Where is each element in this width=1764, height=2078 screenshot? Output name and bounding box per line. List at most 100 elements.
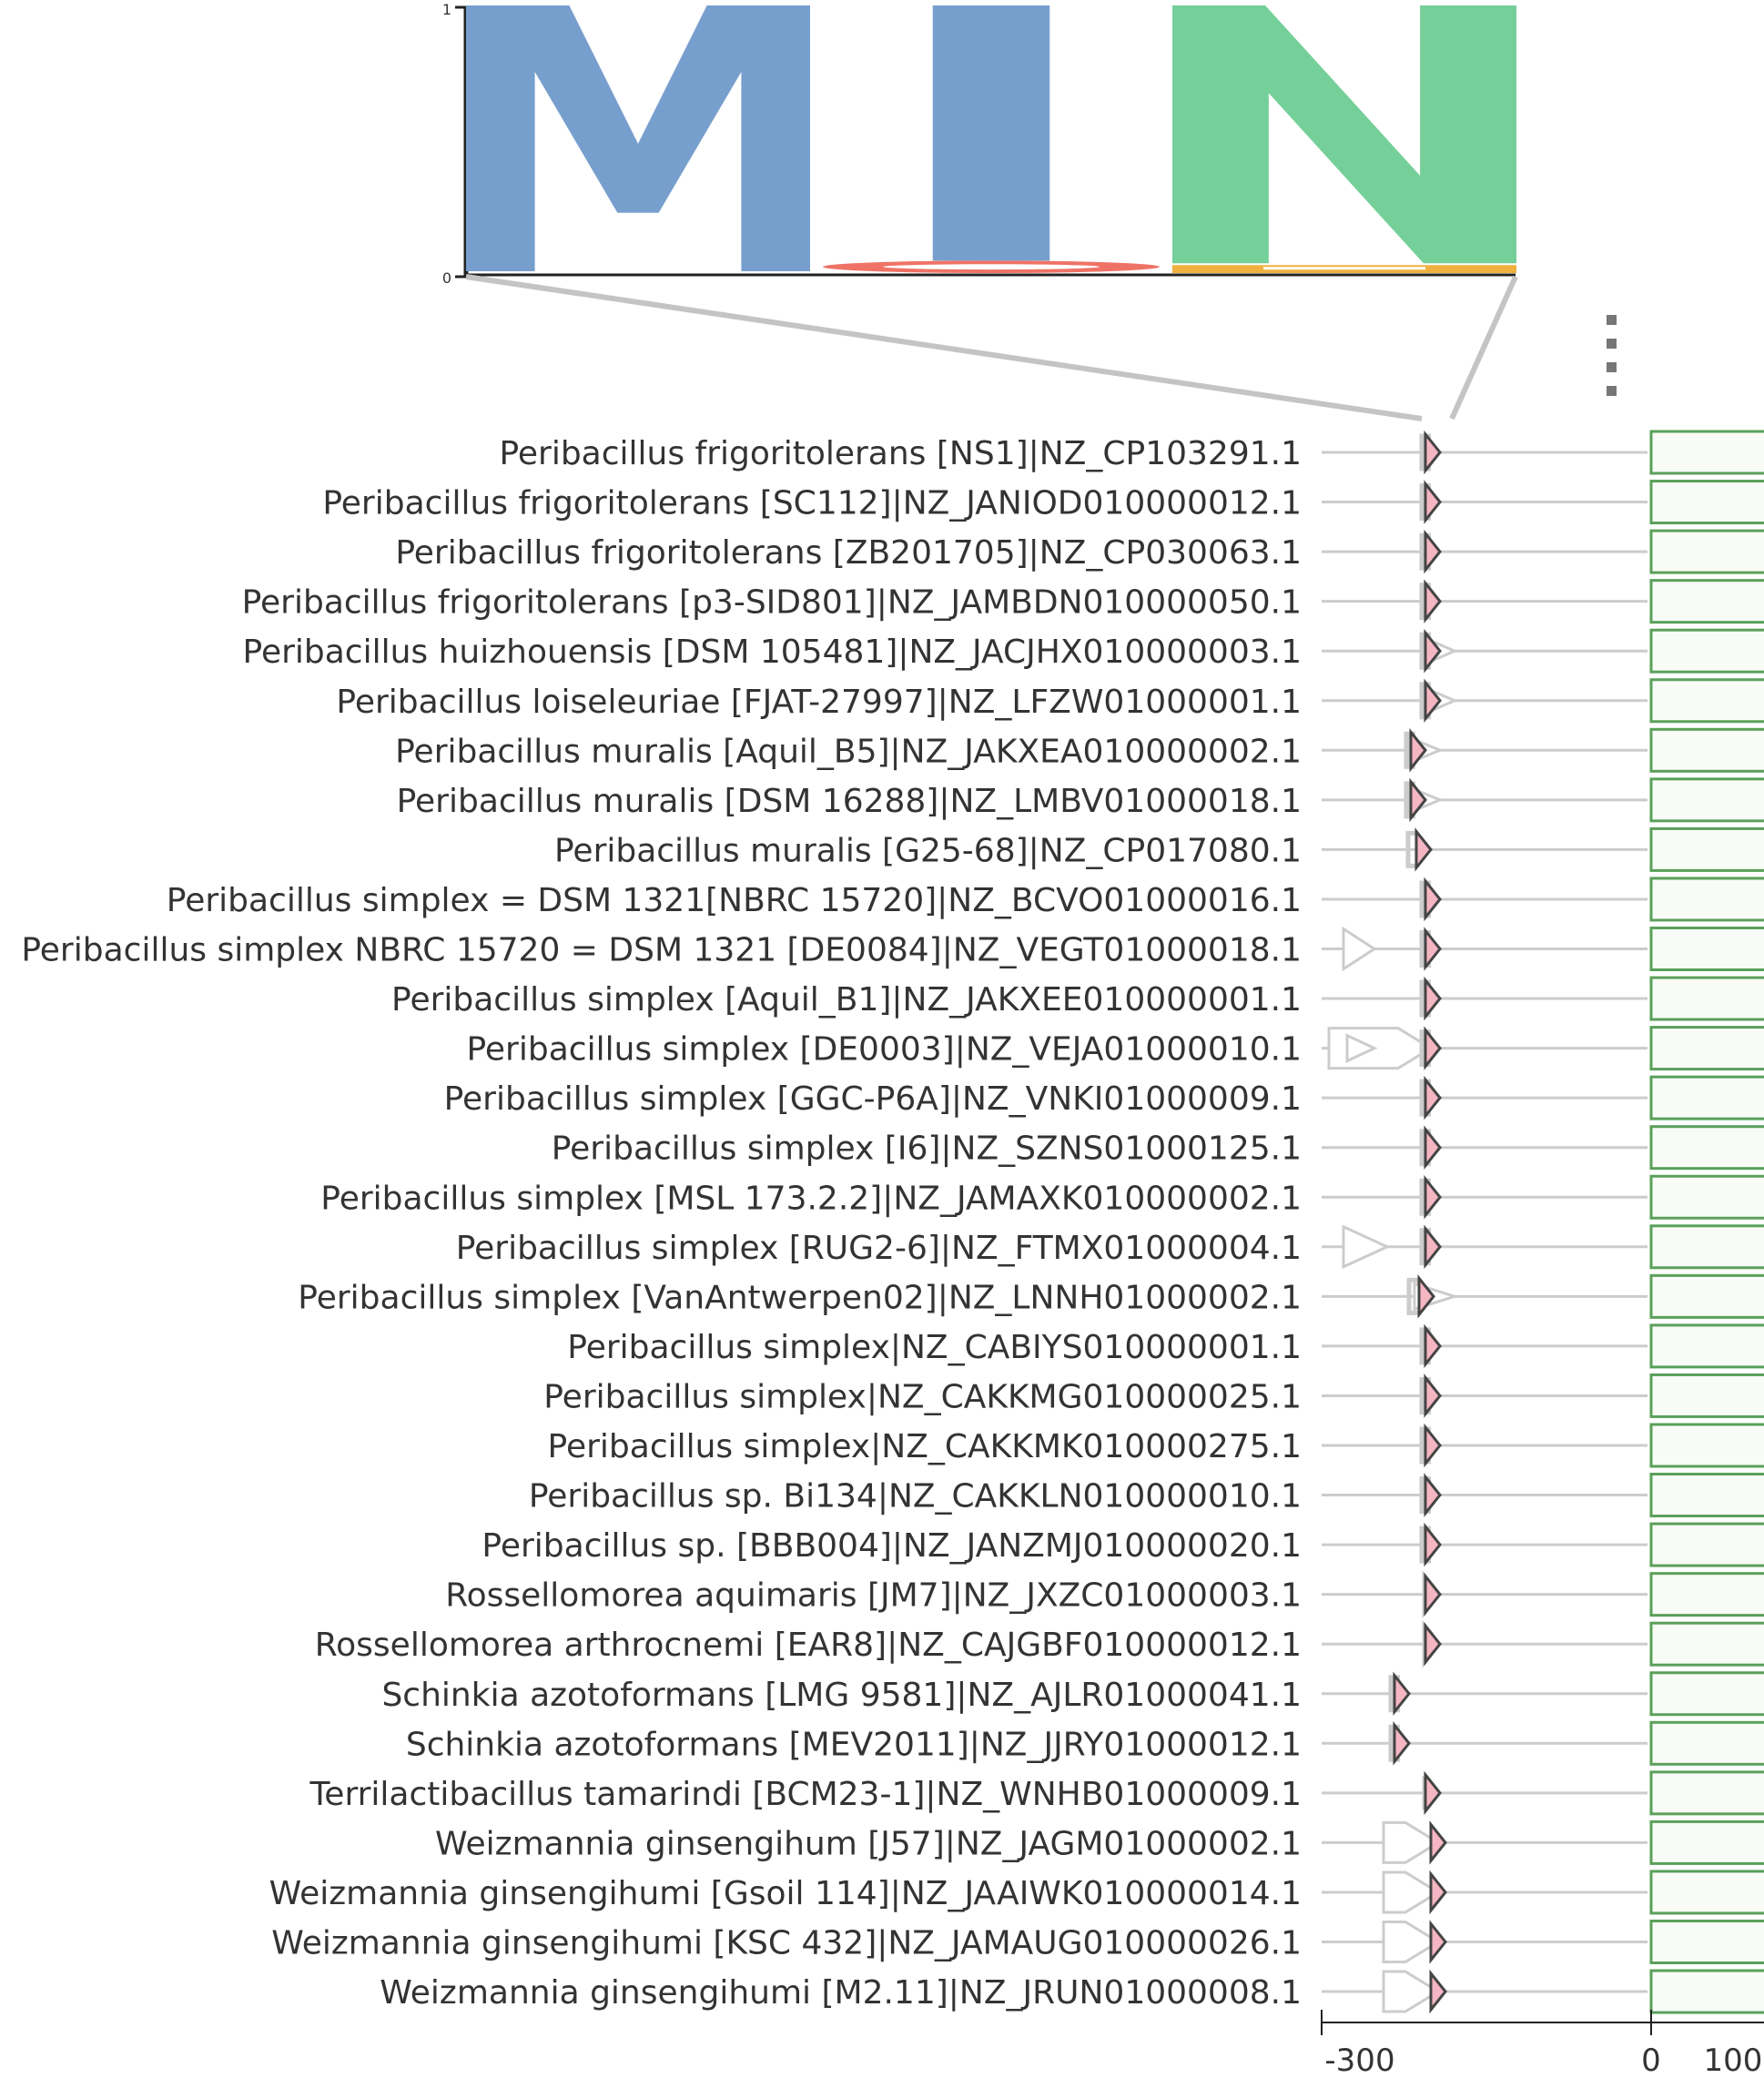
genome-label: Weizmannia ginsengihum [J57]|NZ_JAGM0100… (435, 1825, 1302, 1862)
domain-track-box[interactable] (1649, 1323, 1764, 1369)
neighbor-gene-arrow[interactable] (1382, 1970, 1441, 2013)
neighbor-gene-arrow[interactable] (1342, 926, 1377, 972)
genome-row: Peribacillus simplex [Aquil_B1]|NZ_JAKXE… (391, 976, 1764, 1021)
domain-track-box[interactable] (1649, 1075, 1764, 1120)
zoom-line-left (465, 274, 1423, 421)
focus-gene-arrow[interactable] (1414, 827, 1433, 872)
neighbor-gene-arrow[interactable] (1342, 1224, 1391, 1270)
genome-row: Schinkia azotoformans [MEV2011]|NZ_JJRY0… (406, 1720, 1764, 1766)
domain-track-box[interactable] (1649, 1125, 1764, 1171)
genome-label: Peribacillus muralis [Aquil_B5]|NZ_JAKXE… (395, 733, 1302, 770)
neighbor-gene-arrow[interactable] (1327, 1027, 1434, 1070)
domain-track-box[interactable] (1649, 1770, 1764, 1816)
logo-y-tick-bottom: 0 (442, 269, 451, 287)
focus-gene-arrow[interactable] (1409, 777, 1427, 823)
focus-gene-arrow[interactable] (1424, 1621, 1442, 1667)
domain-track-box[interactable] (1649, 1870, 1764, 1915)
focus-gene-arrow[interactable] (1429, 1920, 1447, 1964)
focus-gene-arrow[interactable] (1429, 1969, 1447, 2014)
focus-gene-arrow[interactable] (1417, 1274, 1435, 1319)
genome-label: Peribacillus simplex [RUG2-6]|NZ_FTMX010… (456, 1230, 1302, 1267)
sequence-logo: 1 0 MIN (442, 1, 1516, 287)
genome-row: Peribacillus simplex = DSM 1321[NBRC 157… (167, 877, 1764, 922)
zoom-line-right (1449, 275, 1518, 421)
genome-row: Peribacillus frigoritolerans [SC112]|NZ_… (322, 480, 1764, 525)
focus-gene-arrow[interactable] (1424, 480, 1442, 524)
focus-gene-arrow[interactable] (1424, 927, 1442, 971)
genome-label: Peribacillus sp. Bi134|NZ_CAKKLN01000001… (529, 1478, 1302, 1515)
genome-row: Peribacillus simplex|NZ_CAKKMG010000025.… (543, 1373, 1764, 1418)
domain-track-box[interactable] (1649, 1522, 1764, 1567)
focus-gene-arrow[interactable] (1424, 1174, 1442, 1220)
genome-label: Peribacillus frigoritolerans [p3-SID801]… (242, 584, 1302, 622)
domain-track-box[interactable] (1649, 678, 1764, 724)
domain-track-box[interactable] (1649, 1174, 1764, 1220)
genome-rows: Peribacillus frigoritolerans [NS1]|NZ_CP… (21, 430, 1764, 2014)
genome-row: Peribacillus loiseleuriae [FJAT-27997]|N… (336, 678, 1764, 724)
domain-track-box[interactable] (1649, 480, 1764, 525)
focus-gene-arrow[interactable] (1424, 1224, 1442, 1270)
domain-track-box[interactable] (1649, 628, 1764, 674)
domain-track-box[interactable] (1649, 579, 1764, 624)
domain-track-box[interactable] (1649, 1473, 1764, 1518)
domain-track-box[interactable] (1649, 430, 1764, 475)
domain-track-box[interactable] (1649, 1273, 1764, 1319)
neighbor-gene-bracket[interactable] (1405, 830, 1417, 868)
focus-gene-arrow[interactable] (1393, 1671, 1411, 1717)
genome-row: Rossellomorea arthrocnemi [EAR8]|NZ_CAJG… (315, 1619, 1764, 1668)
focus-gene-arrow[interactable] (1424, 1572, 1442, 1617)
domain-track-box[interactable] (1649, 1026, 1764, 1071)
genome-label: Terrilactibacillus tamarindi [BCM23-1]|N… (309, 1776, 1302, 1813)
focus-gene-arrow[interactable] (1424, 976, 1442, 1021)
focus-gene-arrow[interactable] (1424, 877, 1442, 922)
domain-track-box[interactable] (1649, 529, 1764, 574)
domain-track-box[interactable] (1649, 1920, 1764, 1964)
focus-gene-arrow[interactable] (1424, 628, 1442, 674)
domain-track-box[interactable] (1649, 976, 1764, 1021)
domain-track-box[interactable] (1649, 1423, 1764, 1468)
domain-track-box[interactable] (1649, 1671, 1764, 1717)
domain-track-box[interactable] (1649, 1820, 1764, 1865)
domain-track-box[interactable] (1649, 1969, 1764, 2014)
domain-track-box[interactable] (1649, 1373, 1764, 1418)
focus-gene-arrow[interactable] (1393, 1721, 1411, 1766)
focus-gene-arrow[interactable] (1429, 1820, 1447, 1865)
genome-row: Peribacillus muralis [Aquil_B5]|NZ_JAKXE… (395, 727, 1764, 773)
focus-gene-arrow[interactable] (1424, 1075, 1442, 1120)
genome-row: Peribacillus sp. [BBB004]|NZ_JANZMJ01000… (482, 1522, 1764, 1567)
focus-gene-arrow[interactable] (1424, 1522, 1442, 1567)
focus-gene-arrow[interactable] (1424, 1374, 1442, 1418)
focus-gene-arrow[interactable] (1424, 1770, 1442, 1816)
focus-gene-arrow[interactable] (1424, 1423, 1442, 1468)
genome-label: Peribacillus loiseleuriae [FJAT-27997]|N… (336, 684, 1302, 721)
neighbor-gene-bracket[interactable] (1406, 1277, 1418, 1315)
focus-gene-arrow[interactable] (1409, 728, 1427, 773)
focus-gene-arrow[interactable] (1424, 430, 1442, 475)
genome-row: Weizmannia ginsengihum [J57]|NZ_JAGM0100… (435, 1820, 1764, 1865)
focus-gene-arrow[interactable] (1429, 1870, 1447, 1915)
x-axis-right-tick-0: 0 (1641, 2043, 1661, 2078)
genome-label: Peribacillus simplex [VanAntwerpen02]|NZ… (298, 1279, 1302, 1316)
domain-track-box[interactable] (1649, 826, 1764, 872)
domain-track-box[interactable] (1649, 777, 1764, 823)
domain-track-box[interactable] (1649, 927, 1764, 971)
neighbor-gene-arrow[interactable] (1382, 1921, 1441, 1963)
focus-gene-arrow[interactable] (1424, 579, 1442, 623)
domain-track-box[interactable] (1649, 1720, 1764, 1766)
domain-track-box[interactable] (1649, 1621, 1764, 1667)
focus-gene-arrow[interactable] (1424, 1473, 1442, 1517)
domain-track-box[interactable] (1649, 877, 1764, 922)
focus-gene-arrow[interactable] (1424, 1323, 1442, 1369)
neighbor-gene-arrow[interactable] (1345, 1033, 1378, 1063)
focus-gene-arrow[interactable] (1424, 1026, 1442, 1070)
focus-gene-arrow[interactable] (1424, 1125, 1442, 1170)
neighbor-gene-arrow[interactable] (1382, 1820, 1441, 1864)
genome-row: Peribacillus simplex [DE0003]|NZ_VEJA010… (466, 1026, 1764, 1071)
genome-label: Peribacillus simplex [MSL 173.2.2]|NZ_JA… (320, 1180, 1302, 1217)
neighbor-gene-arrow[interactable] (1382, 1870, 1441, 1914)
domain-track-box[interactable] (1649, 1572, 1764, 1617)
focus-gene-arrow[interactable] (1424, 678, 1442, 724)
focus-gene-arrow[interactable] (1424, 529, 1442, 574)
domain-track-box[interactable] (1649, 1224, 1764, 1270)
domain-track-box[interactable] (1649, 727, 1764, 773)
